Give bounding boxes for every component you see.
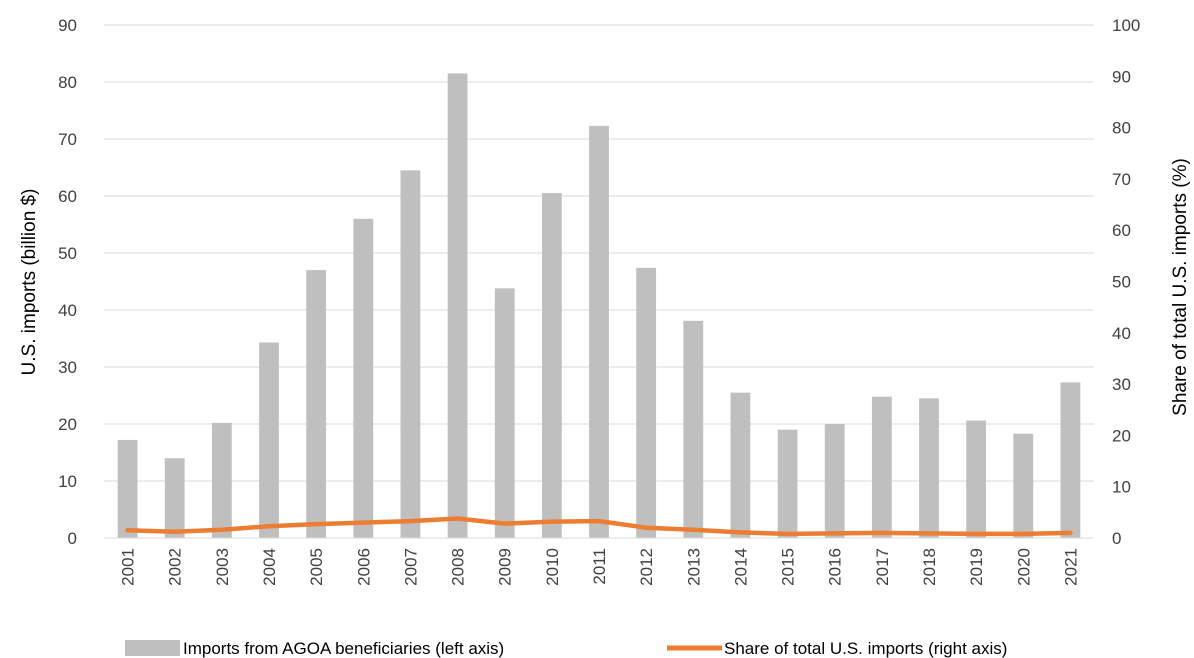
right-tick-label: 70	[1112, 170, 1131, 189]
line-series	[125, 516, 1073, 537]
x-tick-label: 2011	[590, 548, 609, 585]
bar-series	[117, 73, 1081, 539]
x-tick-label: 2008	[449, 548, 468, 586]
bar	[306, 270, 327, 538]
x-tick-label: 2012	[637, 548, 656, 586]
legend: Imports from AGOA beneficiaries (left ax…	[125, 639, 1007, 658]
x-axis-ticks: 2001 2002 2003 2004 2005 2006 2007 2008 2009 2010…	[119, 548, 1081, 586]
right-tick-label: 100	[1112, 16, 1140, 35]
right-axis-ticks: 0 10 20 30 40 50 60 70 80 90 100	[1112, 16, 1140, 548]
legend-label-bars: Imports from AGOA beneficiaries (left ax…	[183, 639, 504, 658]
left-axis-ticks: 0 10 20 30 40 50 60 70 80 90	[58, 16, 77, 548]
x-tick-label: 2014	[731, 548, 750, 586]
left-tick-label: 50	[58, 244, 77, 263]
bar	[494, 288, 515, 538]
x-tick-label: 2009	[496, 548, 515, 586]
bar	[589, 125, 609, 538]
right-tick-label: 30	[1112, 375, 1131, 394]
left-tick-label: 40	[58, 301, 77, 320]
right-tick-label: 40	[1112, 324, 1131, 343]
left-tick-label: 20	[58, 415, 77, 434]
bar	[730, 392, 751, 538]
x-tick-label: 2006	[354, 548, 373, 586]
bar	[259, 342, 279, 538]
right-tick-label: 20	[1112, 426, 1131, 445]
bar	[777, 429, 798, 538]
x-tick-label: 2020	[1014, 548, 1033, 586]
bar	[683, 320, 704, 538]
bar	[353, 218, 374, 539]
x-tick-label: 2001	[119, 548, 138, 586]
bar	[164, 458, 185, 538]
x-tick-label: 2016	[826, 548, 845, 586]
bar	[1013, 433, 1034, 538]
right-axis-title: Share of total U.S. imports (%)	[1170, 158, 1191, 416]
left-tick-label: 0	[68, 529, 77, 548]
x-tick-label: 2004	[260, 548, 279, 586]
legend-label-line: Share of total U.S. imports (right axis)	[724, 639, 1007, 658]
x-tick-label: 2007	[401, 548, 420, 586]
x-tick-label: 2017	[873, 548, 892, 586]
x-tick-label: 2010	[543, 548, 562, 586]
right-tick-label: 80	[1112, 119, 1131, 138]
left-tick-label: 90	[58, 16, 77, 35]
bar	[966, 420, 987, 538]
right-tick-label: 10	[1112, 478, 1131, 497]
share-line	[125, 516, 1073, 537]
bar	[400, 170, 421, 538]
right-tick-label: 90	[1112, 67, 1131, 86]
bar	[1060, 382, 1081, 538]
x-tick-label: 2005	[307, 548, 326, 586]
left-tick-label: 30	[58, 358, 77, 377]
bar	[824, 424, 845, 538]
legend-swatch-bars	[125, 640, 180, 656]
bar	[211, 422, 232, 538]
bar	[541, 193, 562, 538]
right-tick-label: 60	[1112, 221, 1131, 240]
left-tick-label: 10	[58, 472, 77, 491]
bar	[919, 398, 939, 538]
x-tick-label: 2013	[684, 548, 703, 586]
right-tick-label: 0	[1112, 529, 1121, 548]
x-tick-label: 2003	[213, 548, 232, 586]
x-tick-label: 2019	[967, 548, 986, 586]
left-tick-label: 60	[58, 187, 77, 206]
x-tick-label: 2002	[166, 548, 185, 586]
x-tick-label: 2018	[920, 548, 939, 586]
bar	[447, 73, 468, 538]
x-tick-label: 2015	[779, 548, 798, 586]
left-tick-label: 80	[58, 73, 77, 92]
bar	[636, 267, 657, 538]
bar	[871, 396, 892, 538]
bar	[117, 439, 138, 538]
x-tick-label: 2021	[1061, 548, 1080, 586]
right-tick-label: 50	[1112, 273, 1131, 292]
left-tick-label: 70	[58, 130, 77, 149]
left-axis-title: U.S. imports (billion $)	[19, 189, 40, 376]
